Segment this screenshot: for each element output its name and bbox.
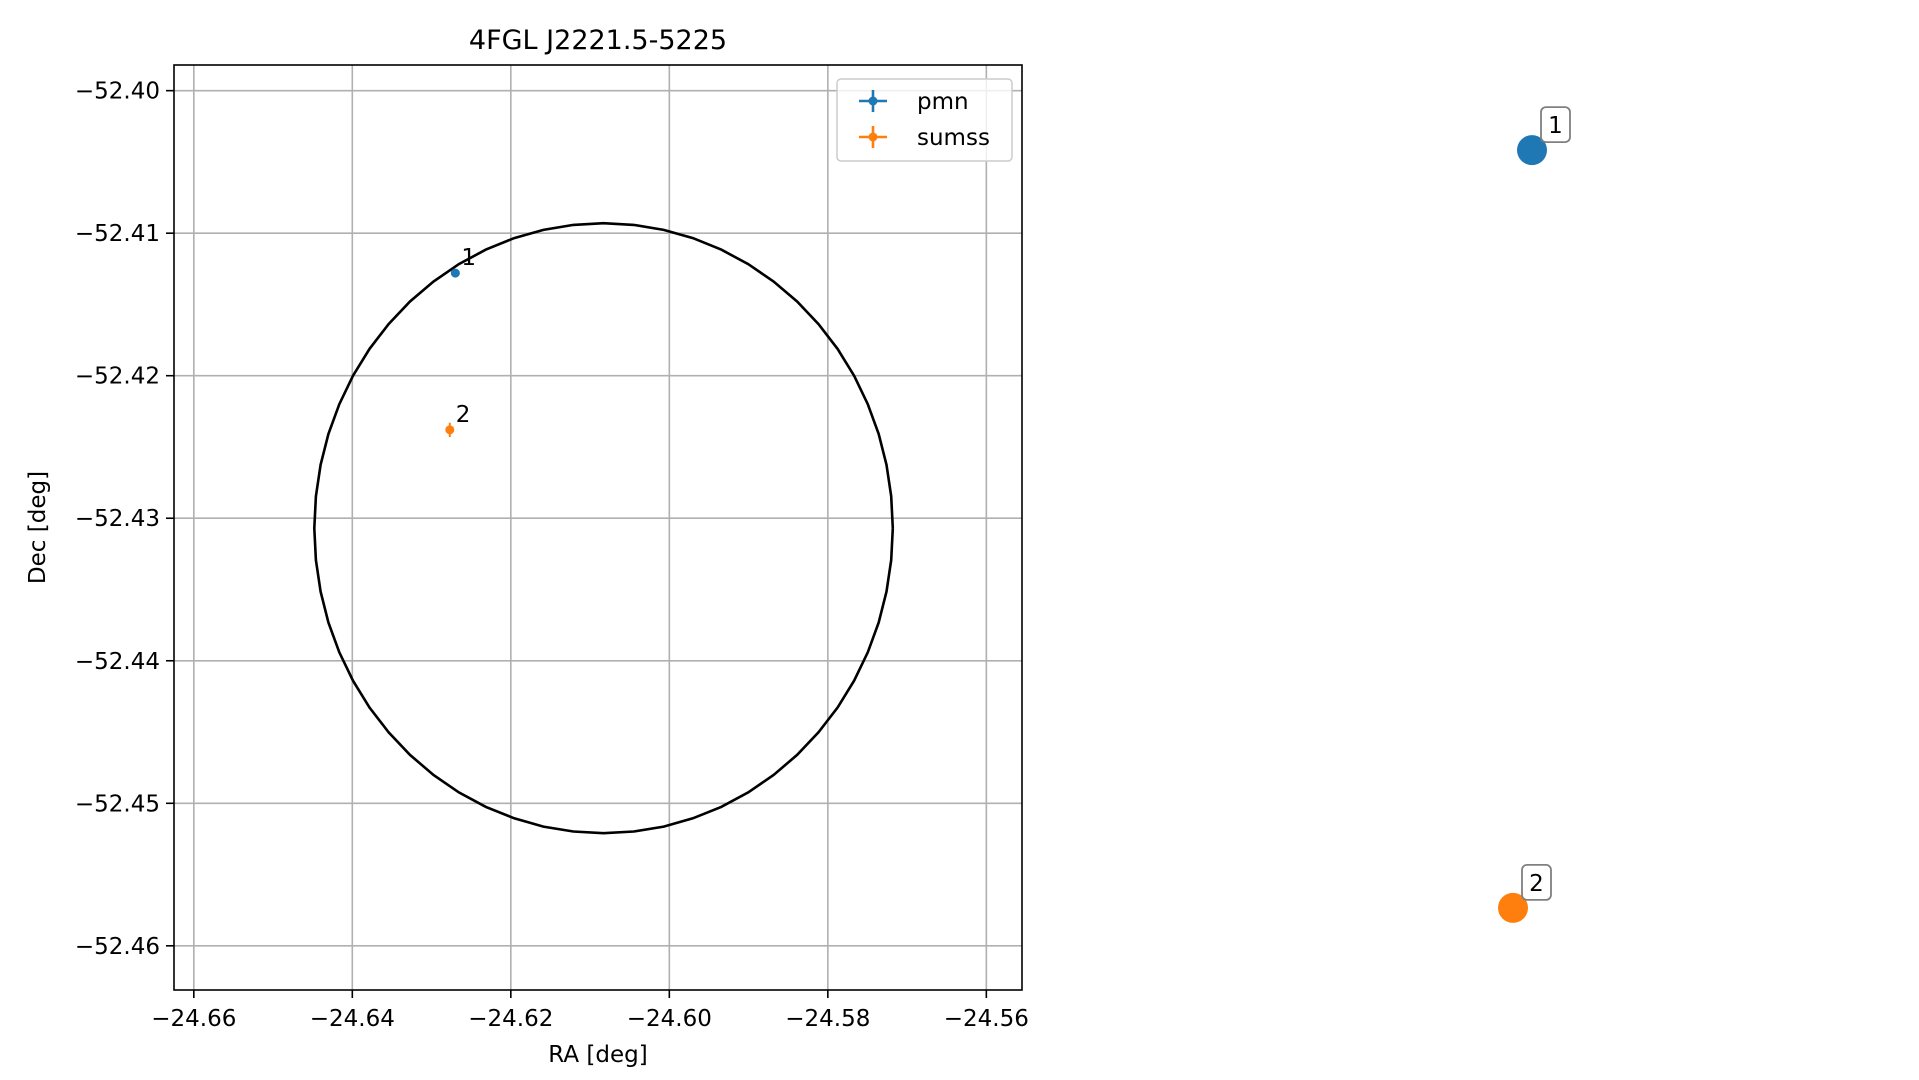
marker-label: 2 (1529, 871, 1544, 897)
legend: pmn sumss (836, 78, 1013, 162)
plot-border (173, 64, 1023, 991)
y-tick-label: −52.45 (75, 791, 160, 817)
point-label: 2 (456, 402, 471, 428)
y-tick-label: −52.40 (75, 79, 160, 105)
marker-label: 1 (1548, 113, 1563, 139)
data-point-pmn (450, 268, 460, 278)
y-tick-label: −52.44 (75, 649, 160, 675)
x-tick-label: −24.62 (468, 1006, 553, 1032)
marker-1 (1517, 135, 1547, 166)
marker-label-box (1540, 106, 1571, 143)
point-label: 1 (461, 245, 476, 271)
marker-label-box (1521, 864, 1552, 901)
x-axis-label: RA [deg] (548, 1042, 647, 1068)
y-axis-ticks: −52.40 −52.41 −52.42 −52.43 −52.44 −52.45 −52.… (75, 79, 174, 960)
legend-marker-dot (868, 96, 878, 106)
legend-box (836, 78, 1013, 162)
right-panel: 12 (1498, 106, 1571, 923)
y-tick-label: −52.41 (75, 221, 160, 247)
x-tick-label: −24.58 (785, 1006, 870, 1032)
x-tick-label: −24.64 (310, 1006, 395, 1032)
x-tick-label: −24.56 (944, 1006, 1029, 1032)
grid (174, 65, 1022, 990)
x-tick-label: −24.60 (627, 1006, 712, 1032)
localization-ellipse (312, 221, 895, 835)
main-plot: −24.66 −24.64 −24.62 −24.60 −24.58 −24.56 −52… (25, 25, 1029, 1068)
marker-2 (1498, 892, 1528, 923)
x-tick-label: −24.66 (151, 1006, 236, 1032)
data-point-sumss (445, 425, 455, 435)
data-points: 12 (445, 245, 476, 437)
legend-marker-dot (868, 132, 878, 142)
y-tick-label: −52.46 (75, 934, 160, 960)
y-tick-label: −52.43 (75, 506, 160, 532)
legend-label: pmn (917, 89, 969, 115)
y-tick-label: −52.42 (75, 364, 160, 390)
x-axis-ticks: −24.66 −24.64 −24.62 −24.60 −24.58 −24.56 (151, 990, 1029, 1032)
chart-title: 4FGL J2221.5-5225 (469, 25, 727, 56)
legend-label: sumss (917, 125, 990, 151)
plot-area (174, 65, 1022, 990)
y-axis-label: Dec [deg] (25, 471, 51, 584)
